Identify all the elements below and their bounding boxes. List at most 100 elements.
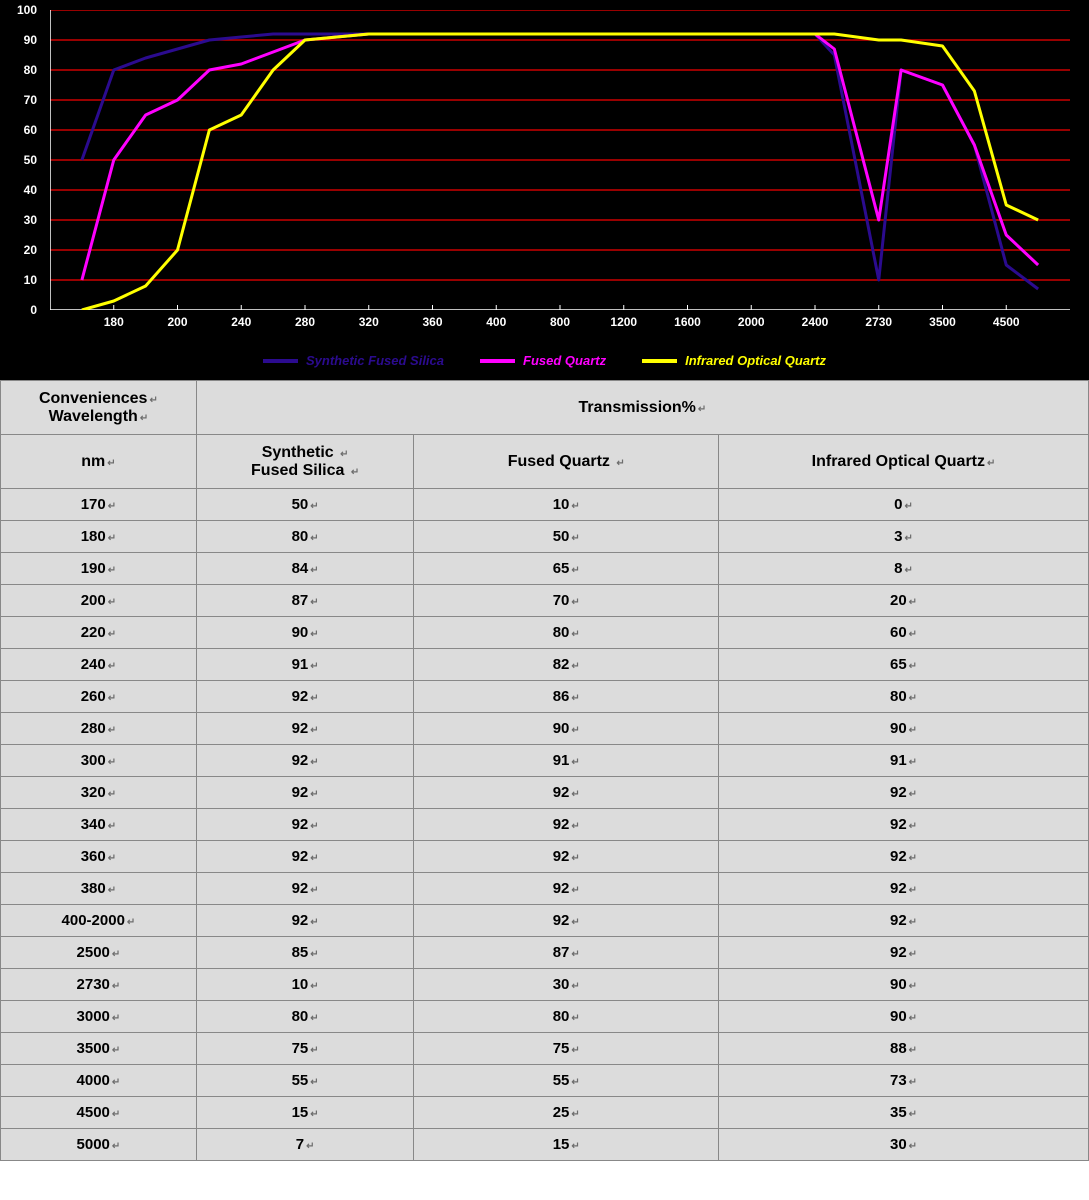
return-symbol-icon: ↵ bbox=[571, 565, 579, 576]
x-tick-label: 360 bbox=[422, 315, 442, 329]
table-row: 180↵80↵50↵3↵ bbox=[1, 521, 1089, 553]
header-text: Fused Silica bbox=[251, 462, 344, 479]
legend-swatch-icon bbox=[263, 359, 298, 363]
table-cell: 0↵ bbox=[719, 489, 1089, 521]
x-tick-label: 200 bbox=[167, 315, 187, 329]
table-cell: 88↵ bbox=[719, 1033, 1089, 1065]
table-cell: 280↵ bbox=[1, 713, 197, 745]
cell-value: 80 bbox=[292, 528, 309, 545]
table-row: 380↵92↵92↵92↵ bbox=[1, 873, 1089, 905]
header-text: Transmission% bbox=[579, 399, 696, 416]
table-cell: 2730↵ bbox=[1, 969, 197, 1001]
table-cell: 92↵ bbox=[719, 873, 1089, 905]
x-tick-label: 240 bbox=[231, 315, 251, 329]
cell-value: 92 bbox=[890, 912, 907, 929]
cell-value: 2500 bbox=[77, 944, 110, 961]
table-cell: 73↵ bbox=[719, 1065, 1089, 1097]
table-cell: 85↵ bbox=[196, 937, 414, 969]
x-tick-label: 800 bbox=[550, 315, 570, 329]
y-tick-label: 100 bbox=[17, 3, 37, 17]
table-row: 400-2000↵92↵92↵92↵ bbox=[1, 905, 1089, 937]
table-cell: 92↵ bbox=[196, 777, 414, 809]
table-cell: 2500↵ bbox=[1, 937, 197, 969]
return-symbol-icon: ↵ bbox=[616, 458, 624, 469]
return-symbol-icon: ↵ bbox=[108, 501, 116, 512]
header-fused-quartz: Fused Quartz ↵ bbox=[414, 435, 719, 489]
table-cell: 50↵ bbox=[414, 521, 719, 553]
return-symbol-icon: ↵ bbox=[112, 1045, 120, 1056]
table-cell: 340↵ bbox=[1, 809, 197, 841]
cell-value: 3 bbox=[894, 528, 902, 545]
cell-value: 15 bbox=[292, 1104, 309, 1121]
header-synthetic-fused-silica: Synthetic ↵ Fused Silica ↵ bbox=[196, 435, 414, 489]
return-symbol-icon: ↵ bbox=[108, 629, 116, 640]
cell-value: 65 bbox=[553, 560, 570, 577]
x-tick-label: 4500 bbox=[993, 315, 1020, 329]
table-cell: 25↵ bbox=[414, 1097, 719, 1129]
table-row: 4500↵15↵25↵35↵ bbox=[1, 1097, 1089, 1129]
table-row: 5000↵7↵15↵30↵ bbox=[1, 1129, 1089, 1161]
table-cell: 55↵ bbox=[414, 1065, 719, 1097]
table-cell: 300↵ bbox=[1, 745, 197, 777]
return-symbol-icon: ↵ bbox=[987, 458, 995, 469]
return-symbol-icon: ↵ bbox=[909, 661, 917, 672]
table-cell: 400-2000↵ bbox=[1, 905, 197, 937]
header-text: nm bbox=[81, 453, 105, 470]
table-cell: 90↵ bbox=[196, 617, 414, 649]
cell-value: 92 bbox=[292, 688, 309, 705]
x-tick-label: 180 bbox=[104, 315, 124, 329]
cell-value: 0 bbox=[894, 496, 902, 513]
table-cell: 260↵ bbox=[1, 681, 197, 713]
x-tick-label: 1200 bbox=[610, 315, 637, 329]
table-cell: 80↵ bbox=[414, 1001, 719, 1033]
cell-value: 82 bbox=[553, 656, 570, 673]
return-symbol-icon: ↵ bbox=[909, 1109, 917, 1120]
cell-value: 320 bbox=[81, 784, 106, 801]
table-cell: 92↵ bbox=[196, 745, 414, 777]
table-cell: 92↵ bbox=[719, 777, 1089, 809]
cell-value: 92 bbox=[292, 880, 309, 897]
return-symbol-icon: ↵ bbox=[108, 693, 116, 704]
cell-value: 55 bbox=[553, 1072, 570, 1089]
cell-value: 91 bbox=[292, 656, 309, 673]
table-cell: 91↵ bbox=[719, 745, 1089, 777]
table-cell: 65↵ bbox=[719, 649, 1089, 681]
transmission-chart: 0102030405060708090100 18020024028032036… bbox=[0, 0, 1089, 380]
cell-value: 92 bbox=[292, 848, 309, 865]
table-cell: 380↵ bbox=[1, 873, 197, 905]
cell-value: 92 bbox=[553, 880, 570, 897]
table-cell: 360↵ bbox=[1, 841, 197, 873]
return-symbol-icon: ↵ bbox=[108, 597, 116, 608]
cell-value: 8 bbox=[894, 560, 902, 577]
table-row: 3000↵80↵80↵90↵ bbox=[1, 1001, 1089, 1033]
cell-value: 20 bbox=[890, 592, 907, 609]
cell-value: 30 bbox=[890, 1136, 907, 1153]
table-cell: 30↵ bbox=[719, 1129, 1089, 1161]
cell-value: 4000 bbox=[77, 1072, 110, 1089]
return-symbol-icon: ↵ bbox=[905, 533, 913, 544]
return-symbol-icon: ↵ bbox=[909, 1045, 917, 1056]
table-cell: 92↵ bbox=[414, 809, 719, 841]
return-symbol-icon: ↵ bbox=[571, 1141, 579, 1152]
table-cell: 75↵ bbox=[196, 1033, 414, 1065]
table-cell: 92↵ bbox=[414, 841, 719, 873]
cell-value: 35 bbox=[890, 1104, 907, 1121]
table-cell: 86↵ bbox=[414, 681, 719, 713]
y-tick-label: 60 bbox=[24, 123, 37, 137]
x-tick-label: 320 bbox=[359, 315, 379, 329]
table-cell: 92↵ bbox=[719, 905, 1089, 937]
cell-value: 10 bbox=[553, 496, 570, 513]
y-tick-label: 0 bbox=[30, 303, 37, 317]
cell-value: 75 bbox=[553, 1040, 570, 1057]
cell-value: 380 bbox=[81, 880, 106, 897]
return-symbol-icon: ↵ bbox=[571, 533, 579, 544]
table-cell: 10↵ bbox=[196, 969, 414, 1001]
return-symbol-icon: ↵ bbox=[909, 949, 917, 960]
cell-value: 30 bbox=[553, 976, 570, 993]
y-tick-label: 90 bbox=[24, 33, 37, 47]
cell-value: 240 bbox=[81, 656, 106, 673]
return-symbol-icon: ↵ bbox=[108, 757, 116, 768]
table-cell: 7↵ bbox=[196, 1129, 414, 1161]
return-symbol-icon: ↵ bbox=[571, 789, 579, 800]
cell-value: 92 bbox=[292, 784, 309, 801]
